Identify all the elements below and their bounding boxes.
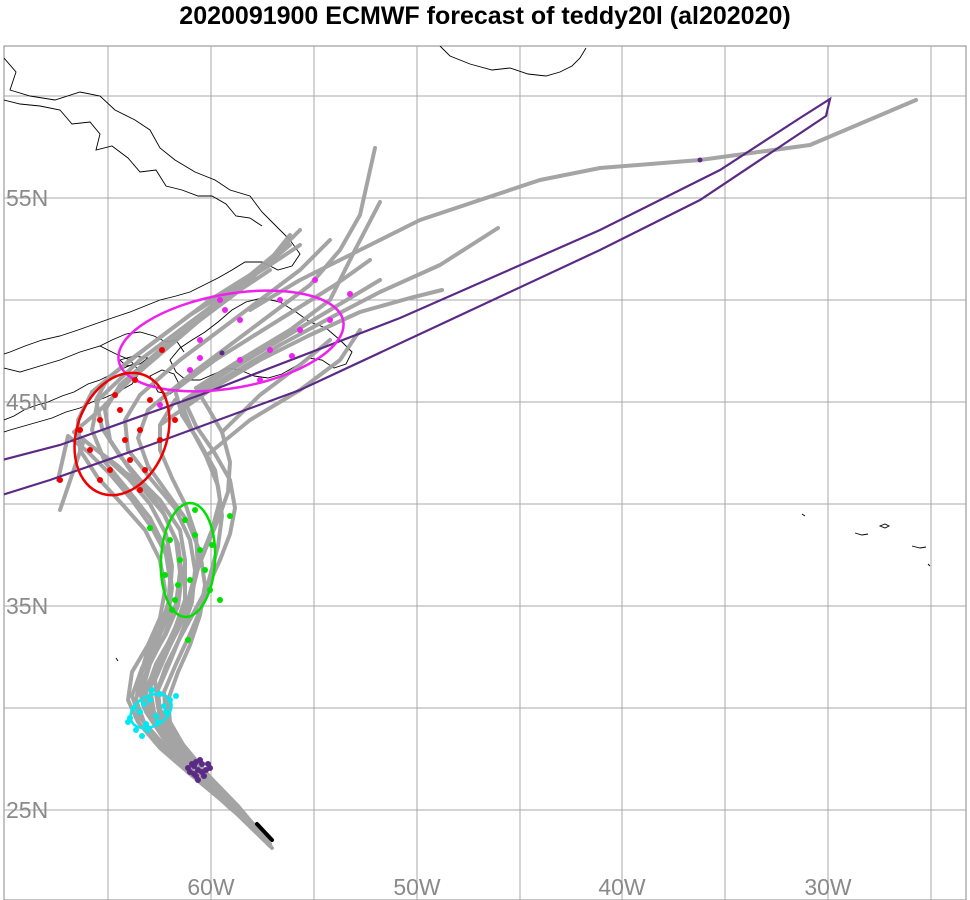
islands-azores-4 bbox=[801, 513, 806, 517]
coast-maritimes bbox=[4, 345, 141, 433]
ensemble-tracks bbox=[56, 98, 918, 850]
lon-label-40w: 40W bbox=[598, 874, 646, 900]
lat-label-45n: 45N bbox=[6, 389, 48, 415]
islands-azores-3 bbox=[911, 545, 927, 549]
day1-points bbox=[185, 157, 703, 783]
map-title: 2020091900 ECMWF forecast of teddy20l (a… bbox=[179, 2, 791, 30]
coast-labrador-north bbox=[4, 99, 263, 227]
day3-uncertainty-ellipse bbox=[159, 501, 217, 619]
island-bermuda bbox=[115, 657, 119, 662]
day5-uncertainty-ellipse bbox=[117, 289, 345, 393]
day2-points bbox=[125, 687, 179, 739]
lat-label-35n: 35N bbox=[6, 593, 48, 619]
coast-greenland bbox=[439, 46, 587, 77]
current-position-marker bbox=[255, 822, 274, 842]
extended-uncertainty-ellipse bbox=[4, 96, 832, 496]
lat-label-55n: 55N bbox=[6, 185, 48, 211]
lon-label-60w: 60W bbox=[187, 874, 235, 900]
islands-azores-1 bbox=[854, 532, 869, 536]
day3-points bbox=[147, 507, 233, 643]
day5-points bbox=[157, 277, 353, 408]
plot-frame bbox=[3, 45, 967, 900]
day4-uncertainty-ellipse bbox=[73, 371, 171, 497]
lon-label-50w: 50W bbox=[393, 874, 441, 900]
lat-label-25n: 25N bbox=[6, 797, 48, 823]
coast-quebec-labrador bbox=[4, 57, 301, 355]
day4-points bbox=[57, 347, 178, 493]
islands-azores-5 bbox=[927, 563, 931, 567]
lon-label-30w: 30W bbox=[804, 874, 852, 900]
islands-azores-2 bbox=[878, 523, 891, 529]
